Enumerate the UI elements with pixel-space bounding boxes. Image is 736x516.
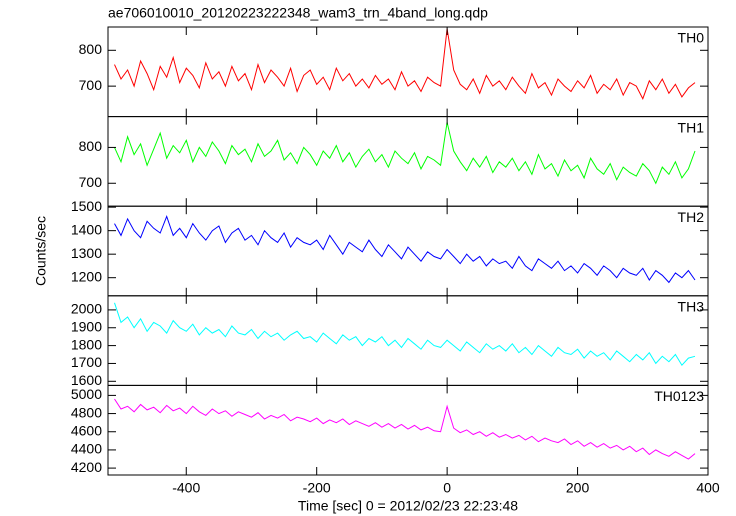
panel-frame [107, 26, 709, 118]
panel-frame [107, 295, 709, 386]
panel-label: TH1 [678, 119, 705, 135]
y-tick-label: 1800 [71, 336, 102, 352]
x-tick-label: 400 [696, 480, 720, 496]
y-tick-label: 4600 [71, 422, 102, 438]
y-tick-label: 1300 [71, 245, 102, 261]
y-tick-label: 1700 [71, 354, 102, 370]
series-line [114, 302, 696, 367]
y-tick-label: 2000 [71, 301, 102, 317]
panel-label: TH3 [678, 299, 705, 315]
panel-label: TH0 [678, 30, 705, 46]
series-line [114, 122, 696, 185]
panel-frame [107, 205, 709, 297]
y-tick-label: 1900 [71, 318, 102, 334]
y-tick-label: 800 [79, 138, 103, 154]
x-axis-label: Time [sec] 0 = 2012/02/23 22:23:48 [298, 498, 518, 514]
y-tick-label: 5000 [71, 386, 102, 402]
y-axis-label: Counts/sec [33, 216, 49, 286]
y-tick-label: 1600 [71, 372, 102, 388]
y-tick-label: 1400 [71, 221, 102, 237]
x-tick-label: -400 [172, 480, 200, 496]
y-tick-label: 1500 [71, 198, 102, 214]
y-tick-label: 700 [79, 174, 103, 190]
series-line [114, 28, 696, 100]
panel-frame [107, 116, 709, 207]
series-line [114, 215, 696, 284]
panel-label: TH2 [678, 209, 705, 225]
panel-frame [107, 384, 709, 476]
y-tick-label: 800 [79, 41, 103, 57]
y-tick-label: 1200 [71, 268, 102, 284]
series-line [114, 398, 696, 460]
panel-label: TH0123 [654, 388, 704, 404]
chart-title: ae706010010_20120223222348_wam3_trn_4ban… [108, 5, 488, 21]
x-tick-label: 0 [443, 480, 451, 496]
x-tick-label: -200 [303, 480, 331, 496]
y-tick-label: 4400 [71, 441, 102, 457]
y-tick-label: 4200 [71, 459, 102, 475]
y-tick-label: 700 [79, 77, 103, 93]
y-tick-label: 4800 [71, 404, 102, 420]
x-tick-label: 200 [566, 480, 590, 496]
